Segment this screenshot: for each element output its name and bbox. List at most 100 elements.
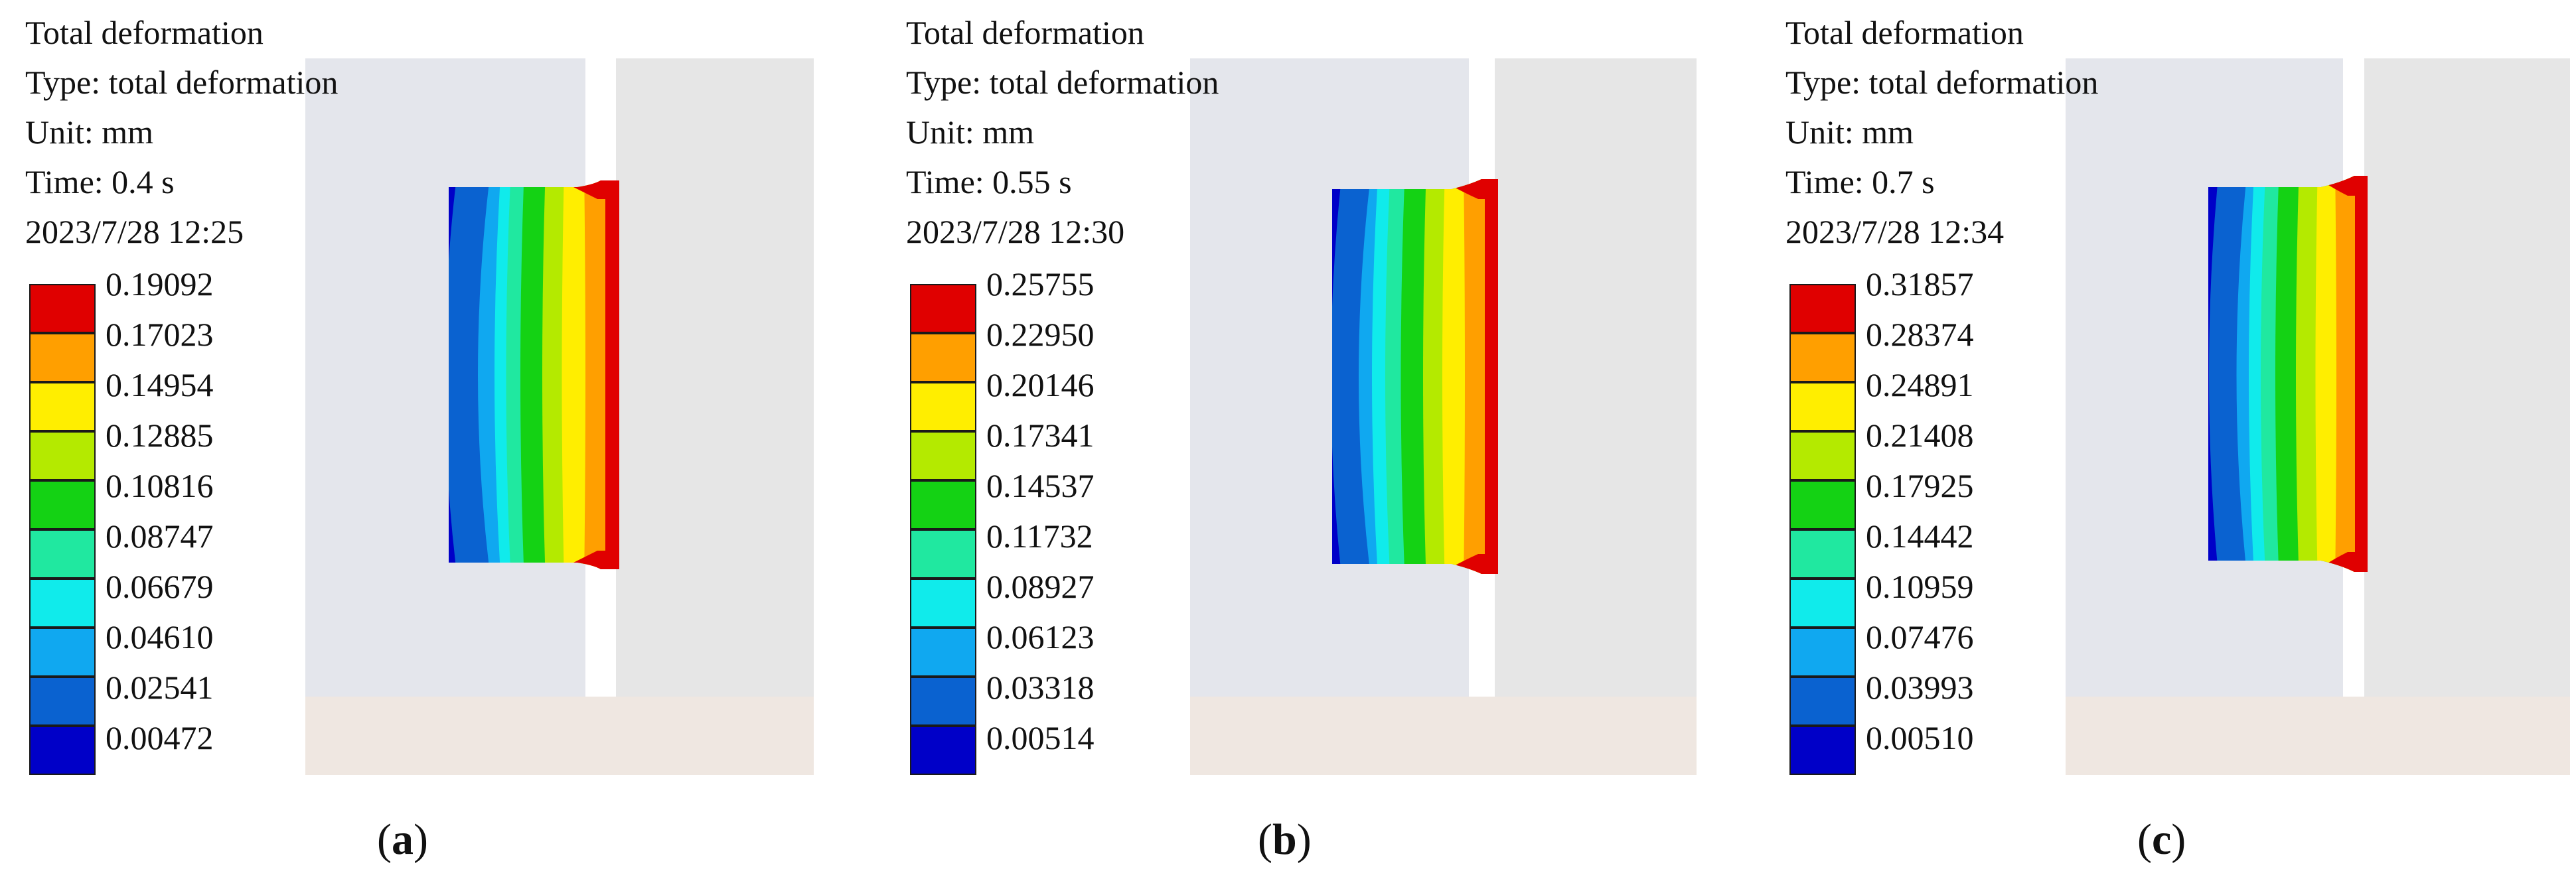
legend-swatch: [1789, 382, 1856, 431]
panel-c: Total deformation Type: total deformatio…: [1760, 0, 2576, 893]
legend-label: 0.14954: [106, 366, 214, 403]
legend-swatch: [910, 284, 976, 333]
legend-swatch: [1789, 579, 1856, 628]
result-date: 2023/7/28 12:25: [25, 213, 244, 250]
result-unit: Unit: mm: [906, 113, 1035, 151]
legend-label: 0.24891: [1866, 366, 1974, 403]
base-block: [1190, 697, 1697, 775]
legend-label: 0.12885: [106, 417, 214, 454]
legend-label: 0.17023: [106, 316, 214, 353]
legend-label: 0.06123: [986, 618, 1095, 655]
legend-label: 0.03993: [1866, 669, 1974, 706]
result-time: Time: 0.4 s: [25, 163, 175, 200]
deformation-scene: [1190, 58, 1697, 775]
base-block: [2066, 697, 2570, 775]
legend-label: 0.20146: [986, 366, 1095, 403]
legend-swatch: [29, 284, 96, 333]
caption-open: (: [1258, 815, 1272, 864]
legend-swatch: [1789, 480, 1856, 529]
caption-close: ): [413, 815, 428, 864]
caption-letter: a: [391, 815, 414, 864]
result-time: Time: 0.55 s: [906, 163, 1072, 200]
legend-swatch: [29, 529, 96, 579]
legend-swatch: [29, 382, 96, 431]
legend-swatch: [910, 677, 976, 726]
legend-label: 0.14442: [1866, 517, 1974, 555]
legend-swatch: [29, 333, 96, 382]
result-type: Type: total deformation: [25, 64, 339, 101]
result-info: Total deformation Type: total deformatio…: [906, 8, 1219, 257]
legend-swatch: [1789, 284, 1856, 333]
legend-label: 0.19092: [106, 265, 214, 303]
legend-swatch: [910, 628, 976, 677]
legend-swatch: [1789, 333, 1856, 382]
legend-label: 0.22950: [986, 316, 1095, 353]
contour-body: [2208, 176, 2368, 572]
right-slab: [616, 58, 814, 697]
legend-label: 0.21408: [1866, 417, 1974, 454]
panel-b: Total deformation Type: total deformatio…: [881, 0, 1740, 893]
legend-label: 0.03318: [986, 669, 1095, 706]
legend-swatch: [910, 333, 976, 382]
legend-label: 0.17341: [986, 417, 1095, 454]
caption-open: (: [2137, 815, 2152, 864]
result-time: Time: 0.7 s: [1785, 163, 1935, 200]
legend-label: 0.11732: [986, 517, 1093, 555]
legend-label: 0.00514: [986, 719, 1095, 756]
contour-body: [1332, 179, 1498, 574]
caption-close: ): [1296, 815, 1312, 864]
deformation-scene: [2066, 58, 2570, 775]
caption-letter: c: [2151, 815, 2172, 864]
legend-swatch: [910, 382, 976, 431]
legend-label: 0.08927: [986, 568, 1095, 605]
legend-swatch: [29, 480, 96, 529]
caption-close: ): [2171, 815, 2186, 864]
legend-label: 0.02541: [106, 669, 214, 706]
legend-swatch: [29, 628, 96, 677]
result-date: 2023/7/28 12:34: [1785, 213, 2005, 250]
legend-swatch: [29, 677, 96, 726]
legend-label: 0.04610: [106, 618, 214, 655]
legend-label: 0.14537: [986, 467, 1095, 504]
legend-swatch: [1789, 431, 1856, 480]
panel-caption: (b): [1258, 815, 1312, 865]
legend-swatch: [29, 431, 96, 480]
panel-caption: (a): [377, 815, 428, 865]
deformation-scene: [305, 58, 814, 775]
legend-label: 0.08747: [106, 517, 214, 555]
result-type: Type: total deformation: [906, 64, 1219, 101]
legend-label: 0.00510: [1866, 719, 1974, 756]
right-slab: [2364, 58, 2570, 697]
result-title: Total deformation: [1785, 14, 2024, 51]
legend-label: 0.06679: [106, 568, 214, 605]
legend-swatch: [1789, 726, 1856, 775]
legend-label: 0.28374: [1866, 316, 1974, 353]
base-block: [305, 697, 814, 775]
result-type: Type: total deformation: [1785, 64, 2099, 101]
legend-label: 0.25755: [986, 265, 1095, 303]
legend-swatch: [910, 726, 976, 775]
result-date: 2023/7/28 12:30: [906, 213, 1125, 250]
result-unit: Unit: mm: [25, 113, 154, 151]
result-info: Total deformation Type: total deformatio…: [25, 8, 338, 257]
legend-swatch: [29, 579, 96, 628]
legend-swatch: [1789, 628, 1856, 677]
legend-swatch: [910, 529, 976, 579]
legend-label: 0.31857: [1866, 265, 1974, 303]
result-info: Total deformation Type: total deformatio…: [1785, 8, 2098, 257]
legend-swatch: [1789, 677, 1856, 726]
legend-label: 0.07476: [1866, 618, 1974, 655]
panel-a: Total deformation Type: total deformatio…: [0, 0, 859, 893]
caption-open: (: [377, 815, 392, 864]
right-slab: [1495, 58, 1697, 697]
legend-label: 0.00472: [106, 719, 214, 756]
legend-swatch: [910, 579, 976, 628]
legend-swatch: [29, 726, 96, 775]
legend-label: 0.17925: [1866, 467, 1974, 504]
result-title: Total deformation: [25, 14, 264, 51]
caption-letter: b: [1272, 815, 1297, 864]
result-title: Total deformation: [906, 14, 1144, 51]
legend-label: 0.10959: [1866, 568, 1974, 605]
contour-body: [449, 180, 619, 569]
legend-label: 0.10816: [106, 467, 214, 504]
